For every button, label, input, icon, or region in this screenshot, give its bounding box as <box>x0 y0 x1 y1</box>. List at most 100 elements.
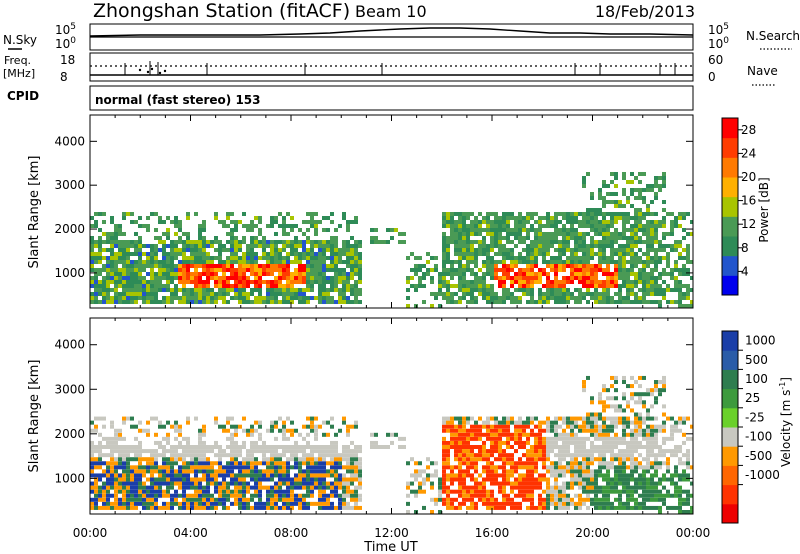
velocity-cell <box>186 445 190 450</box>
velocity-cell <box>106 481 110 486</box>
power-cell <box>610 216 614 220</box>
power-cell <box>558 260 562 264</box>
power-cell <box>626 220 630 224</box>
velocity-cell <box>290 465 294 470</box>
velocity-cell <box>438 510 442 514</box>
power-cell <box>178 280 182 284</box>
velocity-cell <box>214 501 218 506</box>
velocity-cell <box>626 473 630 478</box>
velocity-cell <box>450 473 454 478</box>
power-cell <box>170 300 174 304</box>
power-cell <box>114 276 118 280</box>
power-cell <box>350 252 354 256</box>
velocity-cell <box>502 461 506 466</box>
power-cell <box>302 296 306 300</box>
velocity-cell <box>646 449 650 454</box>
power-cell <box>490 272 494 276</box>
power-cell <box>110 240 114 244</box>
power-cell <box>502 236 506 240</box>
velocity-cell <box>346 489 350 494</box>
power-cell <box>678 256 682 260</box>
power-cell <box>238 288 242 292</box>
power-cell <box>590 256 594 260</box>
velocity-cell <box>510 461 514 466</box>
power-cell <box>282 268 286 272</box>
velocity-cell <box>566 445 570 450</box>
velocity-cell <box>522 489 526 494</box>
velocity-cell <box>210 449 214 454</box>
power-cell <box>142 292 146 296</box>
velocity-cell <box>586 465 590 470</box>
velocity-cell <box>186 449 190 454</box>
velocity-cell <box>202 477 206 482</box>
velocity-cell <box>234 461 238 466</box>
power-cell <box>214 280 218 284</box>
velocity-cell <box>194 416 198 421</box>
velocity-cell <box>590 497 594 502</box>
power-cell <box>646 260 650 264</box>
velocity-cell <box>530 497 534 502</box>
velocity-cell <box>682 473 686 478</box>
velocity-cell <box>546 489 550 494</box>
power-cell <box>618 260 622 264</box>
velocity-cell <box>166 457 170 462</box>
velocity-colorbar-swatch <box>722 484 738 505</box>
velocity-cell <box>194 465 198 470</box>
velocity-cell <box>662 461 666 466</box>
power-cell <box>638 256 642 260</box>
power-cell <box>174 256 178 260</box>
velocity-cell <box>110 493 114 498</box>
power-cell <box>634 272 638 276</box>
velocity-cell <box>218 461 222 466</box>
power-cell <box>602 256 606 260</box>
velocity-cell <box>186 420 190 425</box>
power-cell <box>686 296 690 300</box>
power-cell <box>178 236 182 240</box>
velocity-cell <box>490 432 494 437</box>
power-cell <box>414 272 418 276</box>
power-cell <box>318 248 322 252</box>
velocity-cell <box>622 505 626 510</box>
power-cell <box>566 288 570 292</box>
velocity-cell <box>662 420 666 425</box>
power-cell <box>610 272 614 276</box>
velocity-cell <box>614 420 618 425</box>
velocity-cell <box>342 485 346 490</box>
power-cell <box>142 284 146 288</box>
power-cell <box>322 300 326 304</box>
velocity-cell <box>302 497 306 502</box>
velocity-cell <box>590 445 594 450</box>
power-cell <box>602 228 606 232</box>
power-cell <box>614 300 618 304</box>
velocity-cell <box>138 420 142 425</box>
power-cell <box>306 236 310 240</box>
velocity-cell <box>402 436 406 441</box>
velocity-cell <box>358 461 362 466</box>
velocity-cell <box>230 477 234 482</box>
power-cell <box>470 212 474 216</box>
power-cell <box>166 260 170 264</box>
velocity-cell <box>218 445 222 450</box>
power-cell <box>102 292 106 296</box>
velocity-cell <box>542 445 546 450</box>
power-cell <box>574 252 578 256</box>
velocity-cell <box>538 493 542 498</box>
power-cell <box>630 192 634 196</box>
velocity-cell <box>554 440 558 445</box>
velocity-cell <box>126 497 130 502</box>
power-cell <box>158 216 162 220</box>
velocity-cell <box>650 477 654 482</box>
power-cell <box>474 248 478 252</box>
velocity-cell <box>178 481 182 486</box>
velocity-cell <box>174 477 178 482</box>
velocity-cell <box>270 445 274 450</box>
power-cell <box>574 220 578 224</box>
power-cell <box>206 280 210 284</box>
velocity-cell <box>138 485 142 490</box>
power-cell <box>238 220 242 224</box>
power-cell <box>658 244 662 248</box>
velocity-cell <box>494 428 498 433</box>
power-cell <box>254 252 258 256</box>
power-cell <box>206 284 210 288</box>
velocity-cell <box>454 473 458 478</box>
